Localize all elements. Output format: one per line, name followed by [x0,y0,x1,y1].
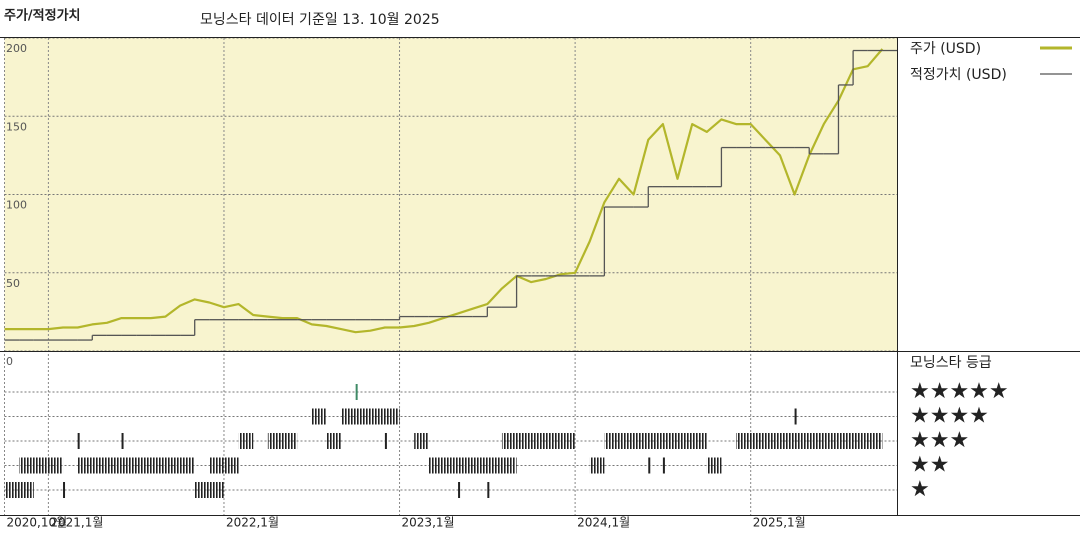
rating-period [238,433,254,449]
x-tick-label: 2021,1월 [50,516,103,530]
rating-period [209,457,239,474]
rating-label: ★ [910,477,930,502]
rating-period [355,384,358,400]
x-tick-label: 2025,1월 [753,516,806,530]
rating-period [589,457,605,474]
rating-period [311,408,327,425]
rating-period [326,433,342,449]
rating-period [63,482,66,498]
rating-period [341,408,400,425]
y-tick-label: 150 [6,120,27,133]
rating-period [4,482,34,498]
rating-period [267,433,298,449]
x-tick-label: 2023,1월 [402,516,455,530]
rating-period [77,433,80,449]
y-tick-label: 50 [6,277,20,290]
rating-period [604,433,707,449]
y-tick-label: 100 [6,199,27,212]
rating-period [194,482,224,498]
rating-period [428,457,517,474]
rating-label: ★★★ [910,428,969,453]
x-tick-label: 2024,1월 [577,516,630,530]
x-tick-label: 2022,1월 [226,516,279,530]
y-tick-label: 200 [6,42,27,55]
rating-title: 모닝스타 등급 [910,355,992,371]
rating-period [736,433,883,449]
y-tick-label: 0 [6,355,13,368]
rating-period [19,457,64,474]
rating-period [794,408,797,425]
rating-period [648,457,651,474]
rating-period [706,457,722,474]
frame [0,37,1080,516]
rating-period [487,482,490,498]
price-line [4,48,884,334]
rating-period [501,433,576,449]
chart-subtitle: 모닝스타 데이터 기준일 13. 10월 2025 [200,12,440,28]
rating-period [121,433,124,449]
rating-period [384,433,387,449]
rating-label: ★★★★ [910,404,989,429]
legend-label: 적정가치 (USD) [910,67,1007,83]
rating-period [77,457,195,474]
rating-period [662,457,665,474]
rating-label: ★★ [910,453,949,478]
x-tick-label: 2020,10월 [7,516,68,530]
rating-label: ★★★★★ [910,379,1009,404]
legend-label: 주가 (USD) [910,41,981,57]
chart-title: 주가/적정가치 [4,8,81,24]
rating-period [458,482,461,498]
rating-period [414,433,429,449]
